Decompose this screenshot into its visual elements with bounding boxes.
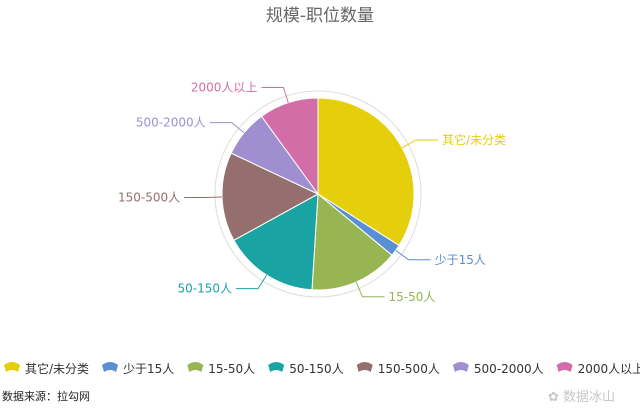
legend-label: 150-500人 xyxy=(378,362,440,376)
watermark-text: 数据冰山 xyxy=(563,390,616,405)
slice-label: 500-2000人 xyxy=(136,116,206,130)
legend-label: 其它/未分类 xyxy=(25,361,89,376)
callout-line xyxy=(261,87,289,103)
legend-item[interactable]: 500-2000人 xyxy=(452,362,544,376)
legend-swatch-icon xyxy=(452,362,469,372)
legend-swatch-icon xyxy=(268,362,285,372)
pie-slice xyxy=(233,193,319,291)
legend-label: 15-50人 xyxy=(208,362,255,376)
legend-item[interactable]: 50-150人 xyxy=(268,362,344,376)
callout-line xyxy=(395,249,431,261)
legend-item[interactable]: 其它/未分类 xyxy=(4,361,89,376)
legend-item[interactable]: 2000人以上 xyxy=(556,362,640,376)
callout-line xyxy=(184,196,223,198)
legend-swatch-icon xyxy=(356,362,373,372)
slice-label: 少于15人 xyxy=(435,253,486,267)
legend-label: 50-150人 xyxy=(289,362,344,376)
slice-label: 2000人以上 xyxy=(191,81,258,95)
chart-title: 规模-职位数量 xyxy=(266,6,374,26)
pie-slice xyxy=(260,97,319,196)
pie-slice xyxy=(221,152,320,241)
callout-line xyxy=(355,281,385,298)
pie-outer-ring xyxy=(214,90,422,298)
legend-item[interactable]: 少于15人 xyxy=(102,362,174,376)
legend-label: 2000人以上 xyxy=(578,362,640,376)
slice-label: 150-500人 xyxy=(118,191,180,205)
legend-swatch-icon xyxy=(556,362,573,372)
callout-line xyxy=(401,139,439,149)
legend-label: 少于15人 xyxy=(123,362,174,376)
legend-swatch-icon xyxy=(102,362,119,372)
slice-label: 50-150人 xyxy=(177,282,232,296)
slice-label: 15-50人 xyxy=(389,290,436,304)
legend-swatch-icon xyxy=(4,362,20,372)
callout-line xyxy=(209,122,245,134)
slice-label: 其它/未分类 xyxy=(442,132,506,147)
callout-line xyxy=(236,274,268,290)
wechat-logo-icon: ✿ xyxy=(548,390,559,405)
legend-item[interactable]: 15-50人 xyxy=(187,362,255,376)
legend-label: 500-2000人 xyxy=(474,362,544,376)
data-source-note: 数据来源：拉勾网 xyxy=(2,390,90,403)
legend-swatch-icon xyxy=(187,362,204,372)
watermark: ✿ 数据冰山 xyxy=(548,386,615,405)
legend-item[interactable]: 150-500人 xyxy=(356,362,440,376)
